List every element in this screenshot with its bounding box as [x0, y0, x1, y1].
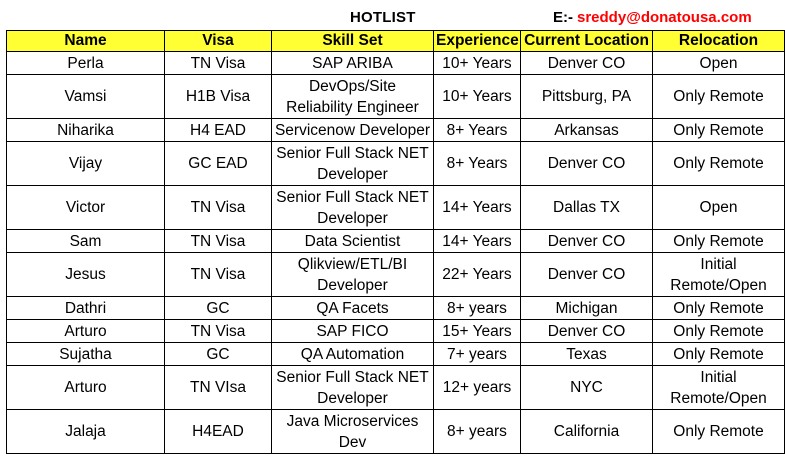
- cell-skill: Data Scientist: [271, 229, 434, 253]
- cell-location: Denver CO: [520, 252, 653, 297]
- cell-experience: 8+ Years: [433, 118, 521, 142]
- email-prefix: E:-: [553, 9, 573, 26]
- header-row: HOTLIST E:- sreddy@donatousa.com: [5, 8, 785, 30]
- cell-relocation: Only Remote: [652, 229, 785, 253]
- column-header-current-location: Current Location: [520, 30, 653, 52]
- cell-relocation: Open: [652, 185, 785, 230]
- cell-experience: 10+ Years: [433, 74, 521, 119]
- cell-location: Denver CO: [520, 229, 653, 253]
- cell-location: California: [520, 409, 653, 454]
- cell-skill: SAP FICO: [271, 319, 434, 343]
- cell-visa: H1B Visa: [164, 74, 272, 119]
- cell-relocation: Only Remote: [652, 118, 785, 142]
- cell-name: Victor: [6, 185, 165, 230]
- cell-visa: TN Visa: [164, 229, 272, 253]
- cell-location: Texas: [520, 342, 653, 366]
- cell-experience: 8+ years: [433, 409, 521, 454]
- cell-visa: TN Visa: [164, 51, 272, 75]
- cell-visa: TN Visa: [164, 252, 272, 297]
- cell-skill: DevOps/Site Reliability Engineer: [271, 74, 434, 119]
- cell-location: Michigan: [520, 296, 653, 320]
- cell-skill: SAP ARIBA: [271, 51, 434, 75]
- cell-name: Jesus: [6, 252, 165, 297]
- table-row: Jalaja H4EAD Java Microservices Dev 8+ y…: [6, 409, 785, 454]
- column-header-skill-set: Skill Set: [271, 30, 434, 52]
- cell-visa: TN VIsa: [164, 365, 272, 410]
- cell-visa: H4 EAD: [164, 118, 272, 142]
- cell-location: Pittsburg, PA: [520, 74, 653, 119]
- cell-relocation: Only Remote: [652, 342, 785, 366]
- cell-visa: TN Visa: [164, 319, 272, 343]
- column-header-relocation: Relocation: [652, 30, 785, 52]
- cell-name: Vamsi: [6, 74, 165, 119]
- cell-relocation: Only Remote: [652, 296, 785, 320]
- table-row: Arturo TN Visa SAP FICO 15+ Years Denver…: [6, 319, 785, 343]
- cell-experience: 12+ years: [433, 365, 521, 410]
- cell-relocation: Open: [652, 51, 785, 75]
- cell-location: Dallas TX: [520, 185, 653, 230]
- cell-experience: 14+ Years: [433, 229, 521, 253]
- cell-skill: Qlikview/ETL/BI Developer: [271, 252, 434, 297]
- cell-name: Jalaja: [6, 409, 165, 454]
- table-row: Vamsi H1B Visa DevOps/Site Reliability E…: [6, 74, 785, 119]
- cell-visa: TN Visa: [164, 185, 272, 230]
- column-header-name: Name: [6, 30, 165, 52]
- cell-experience: 15+ Years: [433, 319, 521, 343]
- cell-skill: QA Facets: [271, 296, 434, 320]
- cell-name: Arturo: [6, 365, 165, 410]
- cell-experience: 14+ Years: [433, 185, 521, 230]
- hotlist-title: HOTLIST: [350, 9, 416, 26]
- cell-name: Niharika: [6, 118, 165, 142]
- cell-relocation: Only Remote: [652, 409, 785, 454]
- cell-location: Denver CO: [520, 141, 653, 186]
- cell-relocation: Only Remote: [652, 74, 785, 119]
- cell-relocation: Initial Remote/Open: [652, 365, 785, 410]
- cell-name: Dathri: [6, 296, 165, 320]
- cell-location: Denver CO: [520, 319, 653, 343]
- column-header-visa: Visa: [164, 30, 272, 52]
- cell-visa: GC EAD: [164, 141, 272, 186]
- cell-name: Perla: [6, 51, 165, 75]
- cell-location: Arkansas: [520, 118, 653, 142]
- cell-skill: Senior Full Stack NET Developer: [271, 141, 434, 186]
- cell-skill: Servicenow Developer: [271, 118, 434, 142]
- table-row: Vijay GC EAD Senior Full Stack NET Devel…: [6, 141, 785, 186]
- cell-experience: 22+ Years: [433, 252, 521, 297]
- cell-skill: Senior Full Stack NET Developer: [271, 185, 434, 230]
- cell-skill: Java Microservices Dev: [271, 409, 434, 454]
- cell-visa: H4EAD: [164, 409, 272, 454]
- cell-relocation: Only Remote: [652, 319, 785, 343]
- table-row: Victor TN Visa Senior Full Stack NET Dev…: [6, 185, 785, 230]
- cell-location: Denver CO: [520, 51, 653, 75]
- table-row: Arturo TN VIsa Senior Full Stack NET Dev…: [6, 365, 785, 410]
- cell-name: Sujatha: [6, 342, 165, 366]
- table-row: Sujatha GC QA Automation 7+ years Texas …: [6, 342, 785, 366]
- cell-name: Arturo: [6, 319, 165, 343]
- cell-relocation: Initial Remote/Open: [652, 252, 785, 297]
- cell-visa: GC: [164, 342, 272, 366]
- cell-experience: 7+ years: [433, 342, 521, 366]
- table-row: Jesus TN Visa Qlikview/ETL/BI Developer …: [6, 252, 785, 297]
- cell-experience: 8+ Years: [433, 141, 521, 186]
- cell-experience: 8+ years: [433, 296, 521, 320]
- cell-name: Vijay: [6, 141, 165, 186]
- cell-visa: GC: [164, 296, 272, 320]
- cell-relocation: Only Remote: [652, 141, 785, 186]
- table-row: Niharika H4 EAD Servicenow Developer 8+ …: [6, 118, 785, 142]
- table-row: Dathri GC QA Facets 8+ years Michigan On…: [6, 296, 785, 320]
- cell-skill: Senior Full Stack NET Developer: [271, 365, 434, 410]
- column-header-experience: Experience: [433, 30, 521, 52]
- table-header-row: Name Visa Skill Set Experience Current L…: [6, 30, 785, 52]
- cell-skill: QA Automation: [271, 342, 434, 366]
- cell-location: NYC: [520, 365, 653, 410]
- cell-name: Sam: [6, 229, 165, 253]
- hotlist-table: Name Visa Skill Set Experience Current L…: [6, 30, 785, 454]
- table-row: Perla TN Visa SAP ARIBA 10+ Years Denver…: [6, 51, 785, 75]
- contact-email[interactable]: sreddy@donatousa.com: [577, 9, 752, 26]
- cell-experience: 10+ Years: [433, 51, 521, 75]
- table-row: Sam TN Visa Data Scientist 14+ Years Den…: [6, 229, 785, 253]
